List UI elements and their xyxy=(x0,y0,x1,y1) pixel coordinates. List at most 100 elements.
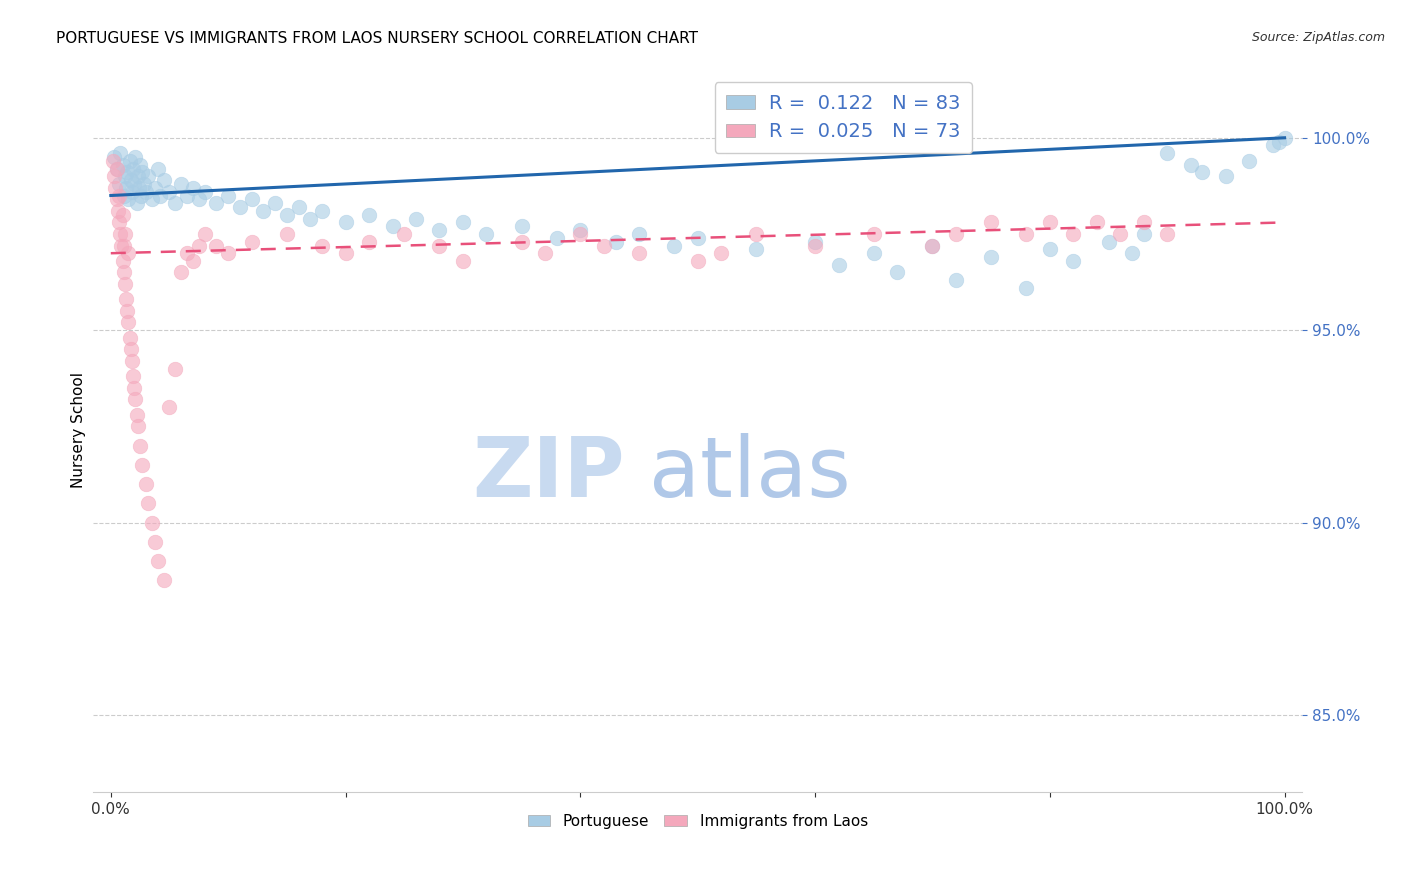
Point xyxy=(128,181,150,195)
Point xyxy=(124,150,146,164)
Point xyxy=(149,188,172,202)
Point xyxy=(980,215,1002,229)
Point xyxy=(112,238,135,252)
Point xyxy=(141,192,163,206)
Point xyxy=(181,181,204,195)
Point xyxy=(159,185,181,199)
Point xyxy=(745,227,768,241)
Point xyxy=(1015,281,1038,295)
Point xyxy=(605,235,627,249)
Point xyxy=(357,235,380,249)
Point xyxy=(686,254,709,268)
Point xyxy=(145,181,167,195)
Point xyxy=(1121,246,1143,260)
Text: PORTUGUESE VS IMMIGRANTS FROM LAOS NURSERY SCHOOL CORRELATION CHART: PORTUGUESE VS IMMIGRANTS FROM LAOS NURSE… xyxy=(56,31,699,46)
Point xyxy=(1156,227,1178,241)
Point xyxy=(394,227,416,241)
Point xyxy=(1239,153,1261,168)
Point xyxy=(546,231,568,245)
Point xyxy=(131,165,153,179)
Point xyxy=(1191,165,1213,179)
Point xyxy=(1039,243,1062,257)
Point xyxy=(110,238,132,252)
Point xyxy=(1267,135,1289,149)
Point xyxy=(122,369,145,384)
Point xyxy=(127,419,149,434)
Point xyxy=(569,223,592,237)
Point xyxy=(132,177,155,191)
Point xyxy=(115,293,138,307)
Point xyxy=(105,192,128,206)
Point xyxy=(122,161,145,176)
Point xyxy=(118,331,141,345)
Point xyxy=(112,188,135,202)
Point xyxy=(103,150,125,164)
Point xyxy=(138,169,160,184)
Point xyxy=(252,203,274,218)
Point xyxy=(299,211,322,226)
Point xyxy=(105,161,128,176)
Point xyxy=(170,177,193,191)
Point xyxy=(745,243,768,257)
Point xyxy=(429,223,451,237)
Point xyxy=(127,169,149,184)
Point xyxy=(117,246,139,260)
Point xyxy=(135,477,157,491)
Point xyxy=(686,231,709,245)
Point xyxy=(510,219,533,234)
Point xyxy=(945,273,967,287)
Point xyxy=(111,208,134,222)
Point xyxy=(117,316,139,330)
Point xyxy=(664,238,686,252)
Point xyxy=(111,254,134,268)
Text: Source: ZipAtlas.com: Source: ZipAtlas.com xyxy=(1251,31,1385,45)
Point xyxy=(451,215,474,229)
Y-axis label: Nursery School: Nursery School xyxy=(72,372,86,488)
Point xyxy=(115,181,138,195)
Point xyxy=(1039,215,1062,229)
Point xyxy=(335,246,357,260)
Point xyxy=(1274,130,1296,145)
Point xyxy=(217,188,239,202)
Point xyxy=(534,246,557,260)
Point xyxy=(569,227,592,241)
Point xyxy=(141,516,163,530)
Point xyxy=(122,381,145,395)
Point xyxy=(1062,227,1084,241)
Point xyxy=(1261,138,1284,153)
Point xyxy=(240,235,263,249)
Point xyxy=(112,265,135,279)
Point xyxy=(111,158,134,172)
Point xyxy=(108,215,131,229)
Point xyxy=(103,169,125,184)
Point xyxy=(1215,169,1237,184)
Point xyxy=(122,177,145,191)
Point xyxy=(101,153,124,168)
Point xyxy=(357,208,380,222)
Point xyxy=(152,574,174,588)
Point xyxy=(108,177,131,191)
Point xyxy=(475,227,498,241)
Point xyxy=(194,227,217,241)
Point xyxy=(114,169,136,184)
Point xyxy=(121,354,143,368)
Point xyxy=(1109,227,1132,241)
Point xyxy=(124,392,146,407)
Point xyxy=(165,196,187,211)
Legend: Portuguese, Immigrants from Laos: Portuguese, Immigrants from Laos xyxy=(522,808,875,835)
Point xyxy=(627,246,650,260)
Point xyxy=(115,165,138,179)
Point xyxy=(1132,227,1154,241)
Point xyxy=(120,343,142,357)
Point xyxy=(108,227,131,241)
Point xyxy=(125,408,148,422)
Point xyxy=(827,258,849,272)
Point xyxy=(980,250,1002,264)
Point xyxy=(146,161,169,176)
Point xyxy=(108,188,131,202)
Point xyxy=(152,173,174,187)
Point xyxy=(117,192,139,206)
Point xyxy=(1062,254,1084,268)
Point xyxy=(381,219,404,234)
Point xyxy=(115,304,138,318)
